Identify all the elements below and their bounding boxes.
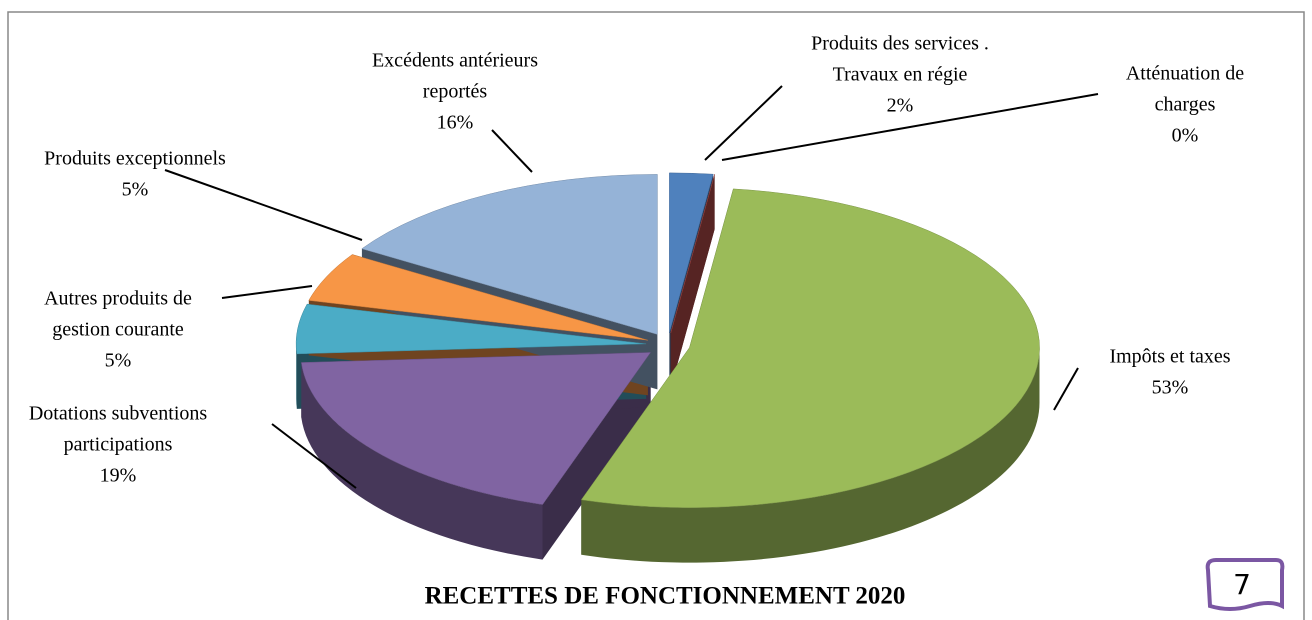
slice-label: Produits exceptionnels: [44, 148, 226, 170]
slice-label: Produits des services .: [811, 33, 989, 55]
pie: [295, 172, 1040, 563]
slice-label: Impôts et taxes: [1109, 346, 1230, 368]
leader-line: [271, 423, 357, 489]
value-label: 19%: [100, 465, 137, 487]
slice-wall: [296, 343, 297, 409]
slice: [308, 254, 648, 341]
slice-label: gestion courante: [52, 319, 184, 341]
page-number: 7: [1233, 568, 1251, 601]
frame: [7, 11, 1305, 620]
slice-label: Atténuation de: [1126, 63, 1244, 85]
slice: [295, 303, 647, 355]
value-label: 16%: [437, 112, 474, 134]
slice-label: Excédents antérieurs: [372, 50, 538, 72]
leader-line: [221, 285, 313, 299]
value-label: 53%: [1152, 377, 1189, 399]
leader-line: [1053, 367, 1079, 411]
slice-label: Autres produits de: [44, 288, 192, 310]
slice-label: charges: [1155, 94, 1216, 116]
slice: [669, 172, 714, 333]
page-icon: [1205, 558, 1285, 611]
slice: [670, 174, 715, 334]
value-label: 5%: [122, 179, 149, 201]
labels: Produits des services . Travaux en régie 2…: [29, 33, 1244, 489]
slice: [580, 188, 1040, 508]
slice: [361, 174, 658, 335]
slice-label: Dotations subventions: [29, 403, 208, 425]
value-label: 0%: [1172, 125, 1199, 147]
chart-title: RECETTES DE FONCTIONNEMENT 2020: [425, 583, 906, 610]
slice-side: [670, 174, 715, 388]
slice-wall: [581, 347, 1040, 563]
leader-line: [491, 129, 533, 173]
leader-line: [721, 93, 1099, 161]
slice-label: Travaux en régie: [833, 64, 968, 86]
value-label: 2%: [887, 95, 914, 117]
slice-wall: [301, 362, 543, 560]
slice-label: participations: [64, 434, 173, 456]
slice: [301, 352, 652, 505]
slice-label: reportés: [423, 81, 488, 103]
value-label: 5%: [105, 350, 132, 372]
leader-line: [164, 169, 363, 241]
leader-line: [704, 85, 783, 161]
